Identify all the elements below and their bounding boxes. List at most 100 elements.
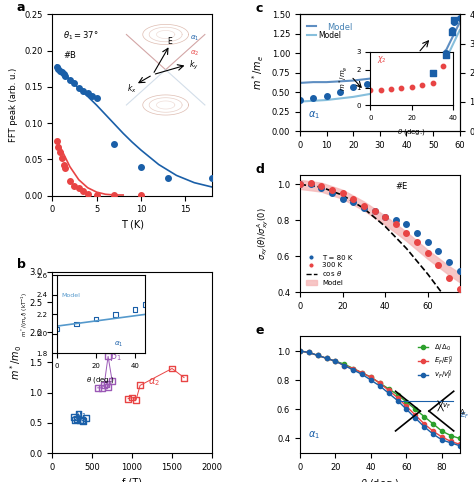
Text: $\alpha_1$: $\alpha_1$	[74, 409, 87, 421]
Point	[349, 195, 357, 202]
Point	[456, 14, 464, 22]
Point	[93, 191, 100, 199]
Point	[456, 267, 464, 274]
Point	[62, 164, 69, 172]
$v_F/v_F^0$	[297, 348, 303, 354]
Point	[137, 163, 145, 171]
$E_F/E_F^0$	[448, 439, 454, 444]
$E_F/E_F^0$	[457, 442, 463, 447]
$\Delta/\Delta_0$	[306, 349, 311, 355]
Text: #E: #E	[396, 183, 408, 191]
$E_F/E_F^0$	[404, 403, 410, 409]
Point	[296, 181, 304, 188]
Point	[180, 374, 188, 381]
$\Delta/\Delta_0$	[421, 414, 427, 419]
$v_F/v_F^0$	[404, 406, 410, 412]
Point	[128, 394, 136, 402]
Point	[71, 182, 78, 189]
Point	[328, 186, 336, 194]
$\Delta/\Delta_0$	[439, 428, 445, 434]
Point	[88, 92, 96, 99]
Point	[58, 154, 66, 162]
$\Delta/\Delta_0$	[430, 421, 436, 427]
Point	[60, 161, 67, 169]
Point	[339, 195, 346, 202]
Point	[318, 182, 325, 190]
X-axis label: T (K): T (K)	[120, 220, 144, 230]
$v_F/v_F^0$	[333, 358, 338, 364]
Point	[296, 96, 304, 104]
Point	[62, 72, 69, 80]
Point	[360, 202, 368, 210]
Point	[110, 140, 118, 147]
$v_F/v_F^0$	[457, 443, 463, 449]
Point	[55, 65, 62, 73]
$v_F/v_F^0$	[350, 367, 356, 373]
Line: $E_F/E_F^0$: $E_F/E_F^0$	[298, 349, 462, 446]
Legend: $\Delta/\Delta_0$, $E_F/E_F^0$, $v_F/v_F^0$: $\Delta/\Delta_0$, $E_F/E_F^0$, $v_F/v_F…	[415, 340, 456, 385]
Point	[435, 247, 442, 254]
Point	[413, 238, 421, 246]
Point	[98, 384, 106, 392]
Text: c: c	[255, 2, 263, 15]
Point	[376, 79, 383, 87]
$v_F/v_F^0$	[421, 424, 427, 430]
Point	[80, 187, 87, 195]
Point	[310, 94, 317, 102]
Text: $\theta_1 = 37°$: $\theta_1 = 37°$	[64, 29, 99, 41]
Point	[58, 68, 66, 76]
Legend: T = 80 K, 300 K, cos $\theta$, Model: T = 80 K, 300 K, cos $\theta$, Model	[303, 252, 356, 289]
Point	[413, 229, 421, 237]
Point	[73, 415, 81, 423]
Line: $\Delta/\Delta_0$: $\Delta/\Delta_0$	[298, 349, 462, 441]
Point	[456, 5, 464, 13]
Y-axis label: $m^*/m_e$: $m^*/m_e$	[251, 55, 266, 90]
Point	[53, 63, 60, 70]
Point	[424, 249, 432, 256]
$\Delta/\Delta_0$	[404, 399, 410, 405]
Point	[318, 184, 325, 192]
X-axis label: $\theta$ (deg.): $\theta$ (deg.)	[360, 477, 400, 482]
$E_F/E_F^0$	[324, 355, 329, 361]
Point	[456, 285, 464, 293]
Point	[371, 207, 378, 215]
Point	[75, 410, 82, 418]
$v_F/v_F^0$	[395, 398, 401, 403]
Point	[93, 94, 100, 102]
$E_F/E_F^0$	[395, 395, 401, 401]
$v_F/v_F^0$	[448, 440, 454, 446]
$v_F/v_F^0$	[315, 352, 320, 358]
$\Delta/\Delta_0$	[395, 392, 401, 398]
Point	[208, 174, 216, 181]
Point	[80, 87, 87, 94]
$\Delta/\Delta_0$	[341, 361, 347, 367]
$E_F/E_F^0$	[350, 366, 356, 372]
Point	[382, 213, 389, 221]
Point	[416, 71, 424, 79]
Point	[328, 189, 336, 197]
Text: Model: Model	[327, 23, 353, 32]
Point	[296, 181, 304, 188]
Point	[100, 382, 108, 389]
Point	[108, 377, 116, 385]
Text: #B: #B	[64, 51, 76, 60]
Point	[94, 384, 101, 392]
Text: e: e	[255, 324, 264, 337]
$E_F/E_F^0$	[430, 428, 436, 434]
Point	[448, 28, 456, 36]
$E_F/E_F^0$	[341, 362, 347, 368]
Point	[78, 416, 85, 424]
Point	[103, 380, 110, 388]
$E_F/E_F^0$	[306, 349, 311, 355]
Point	[371, 207, 378, 215]
Point	[132, 396, 140, 404]
$\Delta/\Delta_0$	[412, 406, 418, 412]
Point	[392, 216, 400, 224]
Point	[82, 414, 90, 422]
X-axis label: f (T): f (T)	[122, 477, 142, 482]
Point	[392, 220, 400, 228]
Point	[429, 69, 437, 77]
Text: d: d	[255, 163, 264, 176]
Point	[124, 395, 132, 402]
Point	[164, 174, 172, 181]
